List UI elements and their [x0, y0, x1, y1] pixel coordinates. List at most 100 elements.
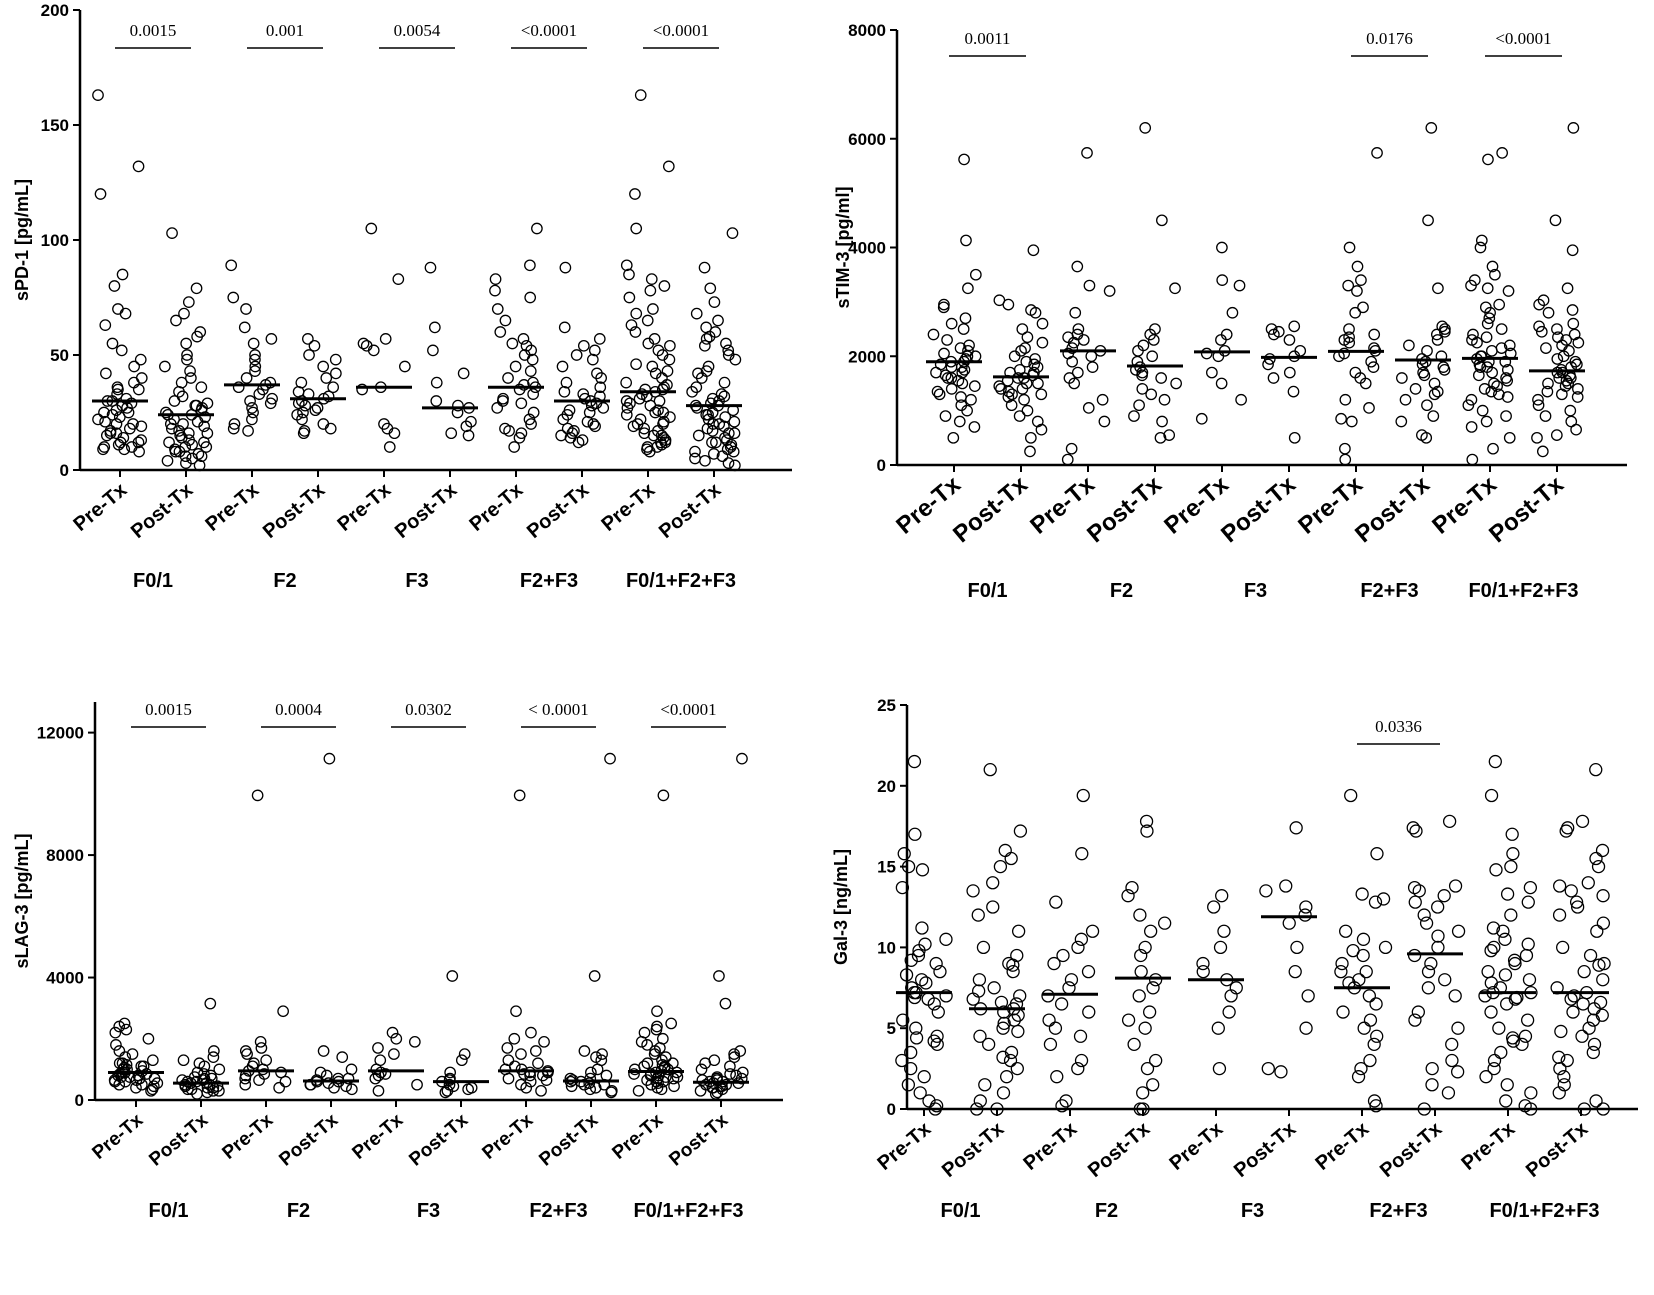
data-point [1170, 377, 1182, 390]
data-point [1482, 153, 1494, 166]
data-point [629, 188, 641, 200]
data-point [938, 347, 950, 360]
data-point [896, 1013, 910, 1027]
data-point [956, 377, 969, 390]
data-point [169, 445, 182, 458]
data-point [515, 1063, 528, 1076]
data-point [1569, 895, 1584, 909]
group-label: F0/1+F2+F3 [1468, 580, 1578, 602]
data-point [251, 789, 264, 802]
data-point [1288, 320, 1301, 333]
data-point [186, 438, 198, 451]
data-point [515, 1048, 527, 1060]
data-point [728, 427, 741, 440]
data-point [181, 349, 193, 361]
data-point [457, 367, 470, 380]
data-point [1571, 391, 1584, 403]
data-point [715, 388, 728, 400]
data-point [1445, 1053, 1459, 1068]
data-point [1476, 404, 1489, 417]
data-point [332, 1072, 345, 1085]
data-point [931, 1005, 945, 1019]
data-point [719, 997, 732, 1010]
data-point [969, 350, 982, 363]
data-point [297, 406, 309, 419]
data-point [1355, 887, 1369, 901]
x-tick-label: Pre-Tx [218, 1109, 277, 1163]
data-point [166, 227, 178, 239]
data-point [240, 372, 253, 384]
data-point [1564, 992, 1578, 1006]
data-point [1267, 372, 1280, 384]
data-point [587, 418, 600, 430]
data-point [945, 372, 958, 384]
data-point [357, 337, 370, 350]
y-tick-label: 10 [877, 938, 896, 957]
data-point [1207, 900, 1221, 914]
data-point [443, 1074, 456, 1086]
x-tick-label: Pre-Tx [69, 479, 131, 536]
data-point [899, 968, 914, 982]
data-point [1301, 989, 1315, 1003]
data-point [996, 1050, 1010, 1064]
data-point [128, 376, 140, 389]
data-point [1299, 1021, 1313, 1035]
data-point [971, 908, 985, 922]
data-point [1445, 1037, 1459, 1052]
data-point [193, 459, 206, 472]
data-point [572, 436, 585, 449]
data-point [1134, 948, 1148, 963]
data-point [160, 406, 172, 419]
chart-spd1: 0 50 100 150 200 sPD-1 [pg/mL] Pre-Tx Post-Tx Pr… [0, 0, 827, 640]
data-point [987, 981, 1001, 995]
data-point [170, 314, 182, 327]
data-point [690, 307, 703, 320]
y-tick-label: 0 [887, 1100, 896, 1119]
data-point [699, 1057, 712, 1070]
data-point [961, 404, 973, 417]
data-point [962, 282, 974, 295]
y-axis-label: sPD-1 [pg/mL] [12, 179, 32, 301]
data-point [1448, 989, 1462, 1003]
data-point [1216, 241, 1228, 254]
data-point [1480, 331, 1493, 344]
data-point [114, 436, 127, 449]
data-point [651, 441, 664, 453]
data-point [1475, 234, 1488, 247]
data-point [1472, 369, 1485, 382]
data-point [92, 89, 104, 101]
data-point [1484, 1005, 1498, 1019]
data-point [1572, 383, 1584, 395]
data-point [1564, 404, 1577, 417]
data-point [159, 360, 171, 373]
data-point [700, 333, 713, 345]
data-point [1062, 981, 1076, 995]
data-point [1008, 350, 1021, 363]
data-point [112, 383, 124, 396]
data-point [1002, 298, 1015, 311]
data-point [1462, 399, 1475, 412]
data-point [257, 1063, 269, 1076]
data-point [1505, 827, 1519, 841]
data-point [1082, 402, 1095, 414]
data-point [1503, 339, 1516, 352]
data-point [336, 1051, 349, 1063]
data-point [1430, 328, 1443, 341]
data-point [145, 1084, 157, 1097]
data-point [1533, 298, 1545, 311]
data-point [489, 273, 502, 285]
data-point [1024, 445, 1036, 458]
data-point [577, 339, 590, 352]
data-point [927, 1034, 941, 1048]
x-tick-label: Post-Tx [1522, 1118, 1592, 1182]
data-point [128, 360, 140, 373]
data-point [1036, 336, 1049, 349]
data-point [108, 1074, 121, 1086]
data-point [686, 385, 698, 398]
data-point [1061, 453, 1074, 466]
data-point [100, 367, 112, 380]
data-point [970, 1102, 984, 1116]
data-point [736, 1066, 749, 1079]
data-point [1532, 399, 1545, 412]
y-tick-label: 4000 [848, 239, 886, 258]
